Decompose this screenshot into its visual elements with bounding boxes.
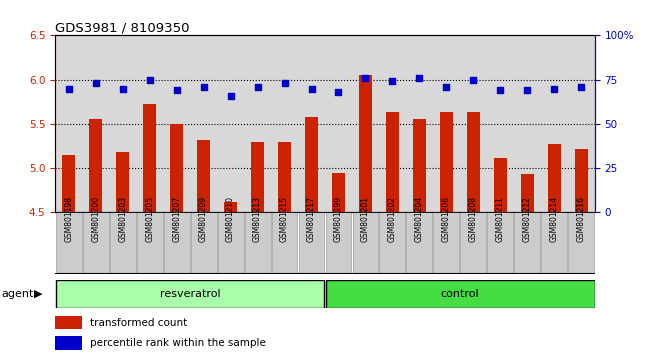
Text: agent: agent (1, 289, 34, 299)
Bar (406, 212, 432, 274)
Bar (56, 212, 82, 274)
Text: GSM801204: GSM801204 (415, 196, 424, 242)
Point (576, 84, 586, 90)
Bar (224, 202, 237, 212)
Text: resveratrol: resveratrol (160, 289, 220, 299)
Bar (541, 212, 567, 274)
Bar (110, 212, 136, 274)
Bar (326, 212, 352, 274)
Bar (332, 173, 345, 212)
Text: GSM801207: GSM801207 (172, 196, 181, 242)
Text: GSM801217: GSM801217 (307, 196, 316, 242)
Point (252, 84, 263, 90)
Point (522, 87, 532, 93)
Bar (143, 103, 157, 212)
Text: GSM801201: GSM801201 (361, 196, 370, 242)
Bar (413, 120, 426, 212)
Bar (278, 142, 291, 212)
Bar (352, 212, 378, 274)
Text: GSM801211: GSM801211 (496, 196, 505, 242)
Point (144, 77, 155, 82)
Text: GSM801200: GSM801200 (91, 196, 100, 242)
Text: GSM801208: GSM801208 (469, 196, 478, 242)
Bar (136, 212, 162, 274)
Text: GSM801213: GSM801213 (253, 196, 262, 242)
Text: GSM801198: GSM801198 (64, 196, 73, 242)
Point (495, 87, 506, 93)
Bar (547, 144, 561, 212)
Text: GSM801202: GSM801202 (388, 196, 397, 242)
Text: GSM801205: GSM801205 (145, 196, 154, 242)
Text: GSM801203: GSM801203 (118, 196, 127, 242)
Bar (298, 212, 324, 274)
Bar (190, 212, 216, 274)
Bar (164, 212, 190, 274)
Bar (493, 159, 507, 212)
Bar (439, 113, 453, 212)
Text: GSM801215: GSM801215 (280, 196, 289, 242)
Bar (488, 212, 514, 274)
Bar (89, 120, 103, 212)
Text: GSM801212: GSM801212 (523, 196, 532, 242)
Text: control: control (441, 289, 479, 299)
Point (549, 86, 560, 91)
Bar (83, 212, 109, 274)
Point (468, 77, 478, 82)
Text: ▶: ▶ (34, 289, 42, 299)
Bar (55, 316, 82, 329)
Bar (56, 280, 324, 308)
Text: GSM801206: GSM801206 (442, 196, 451, 242)
Point (90, 80, 101, 86)
Bar (62, 155, 75, 212)
Point (360, 75, 370, 81)
Bar (568, 212, 594, 274)
Point (414, 75, 424, 81)
Point (280, 80, 290, 86)
Bar (359, 75, 372, 212)
Point (198, 84, 209, 90)
Bar (521, 175, 534, 212)
Point (118, 86, 128, 91)
Bar (197, 140, 211, 212)
Point (441, 84, 452, 90)
Text: GSM801216: GSM801216 (577, 196, 586, 242)
Bar (218, 212, 244, 274)
Point (172, 87, 182, 93)
Text: GDS3981 / 8109350: GDS3981 / 8109350 (55, 21, 190, 34)
Bar (385, 112, 399, 212)
Point (387, 79, 398, 84)
Point (226, 93, 236, 98)
Bar (467, 113, 480, 212)
Text: percentile rank within the sample: percentile rank within the sample (90, 338, 266, 348)
Text: GSM801199: GSM801199 (334, 196, 343, 242)
Text: GSM801214: GSM801214 (550, 196, 559, 242)
Bar (460, 212, 486, 274)
Text: transformed count: transformed count (90, 318, 188, 327)
Bar (244, 212, 270, 274)
Bar (575, 149, 588, 212)
Bar (170, 124, 183, 212)
Text: GSM801209: GSM801209 (199, 196, 208, 242)
Point (64, 86, 74, 91)
Bar (55, 336, 82, 350)
Bar (251, 142, 265, 212)
Bar (116, 152, 129, 212)
Bar (514, 212, 540, 274)
Bar (380, 212, 406, 274)
Bar (434, 212, 460, 274)
Bar (326, 280, 595, 308)
Text: GSM801210: GSM801210 (226, 196, 235, 242)
Point (306, 86, 317, 91)
Bar (272, 212, 298, 274)
Point (333, 89, 344, 95)
Bar (305, 117, 318, 212)
